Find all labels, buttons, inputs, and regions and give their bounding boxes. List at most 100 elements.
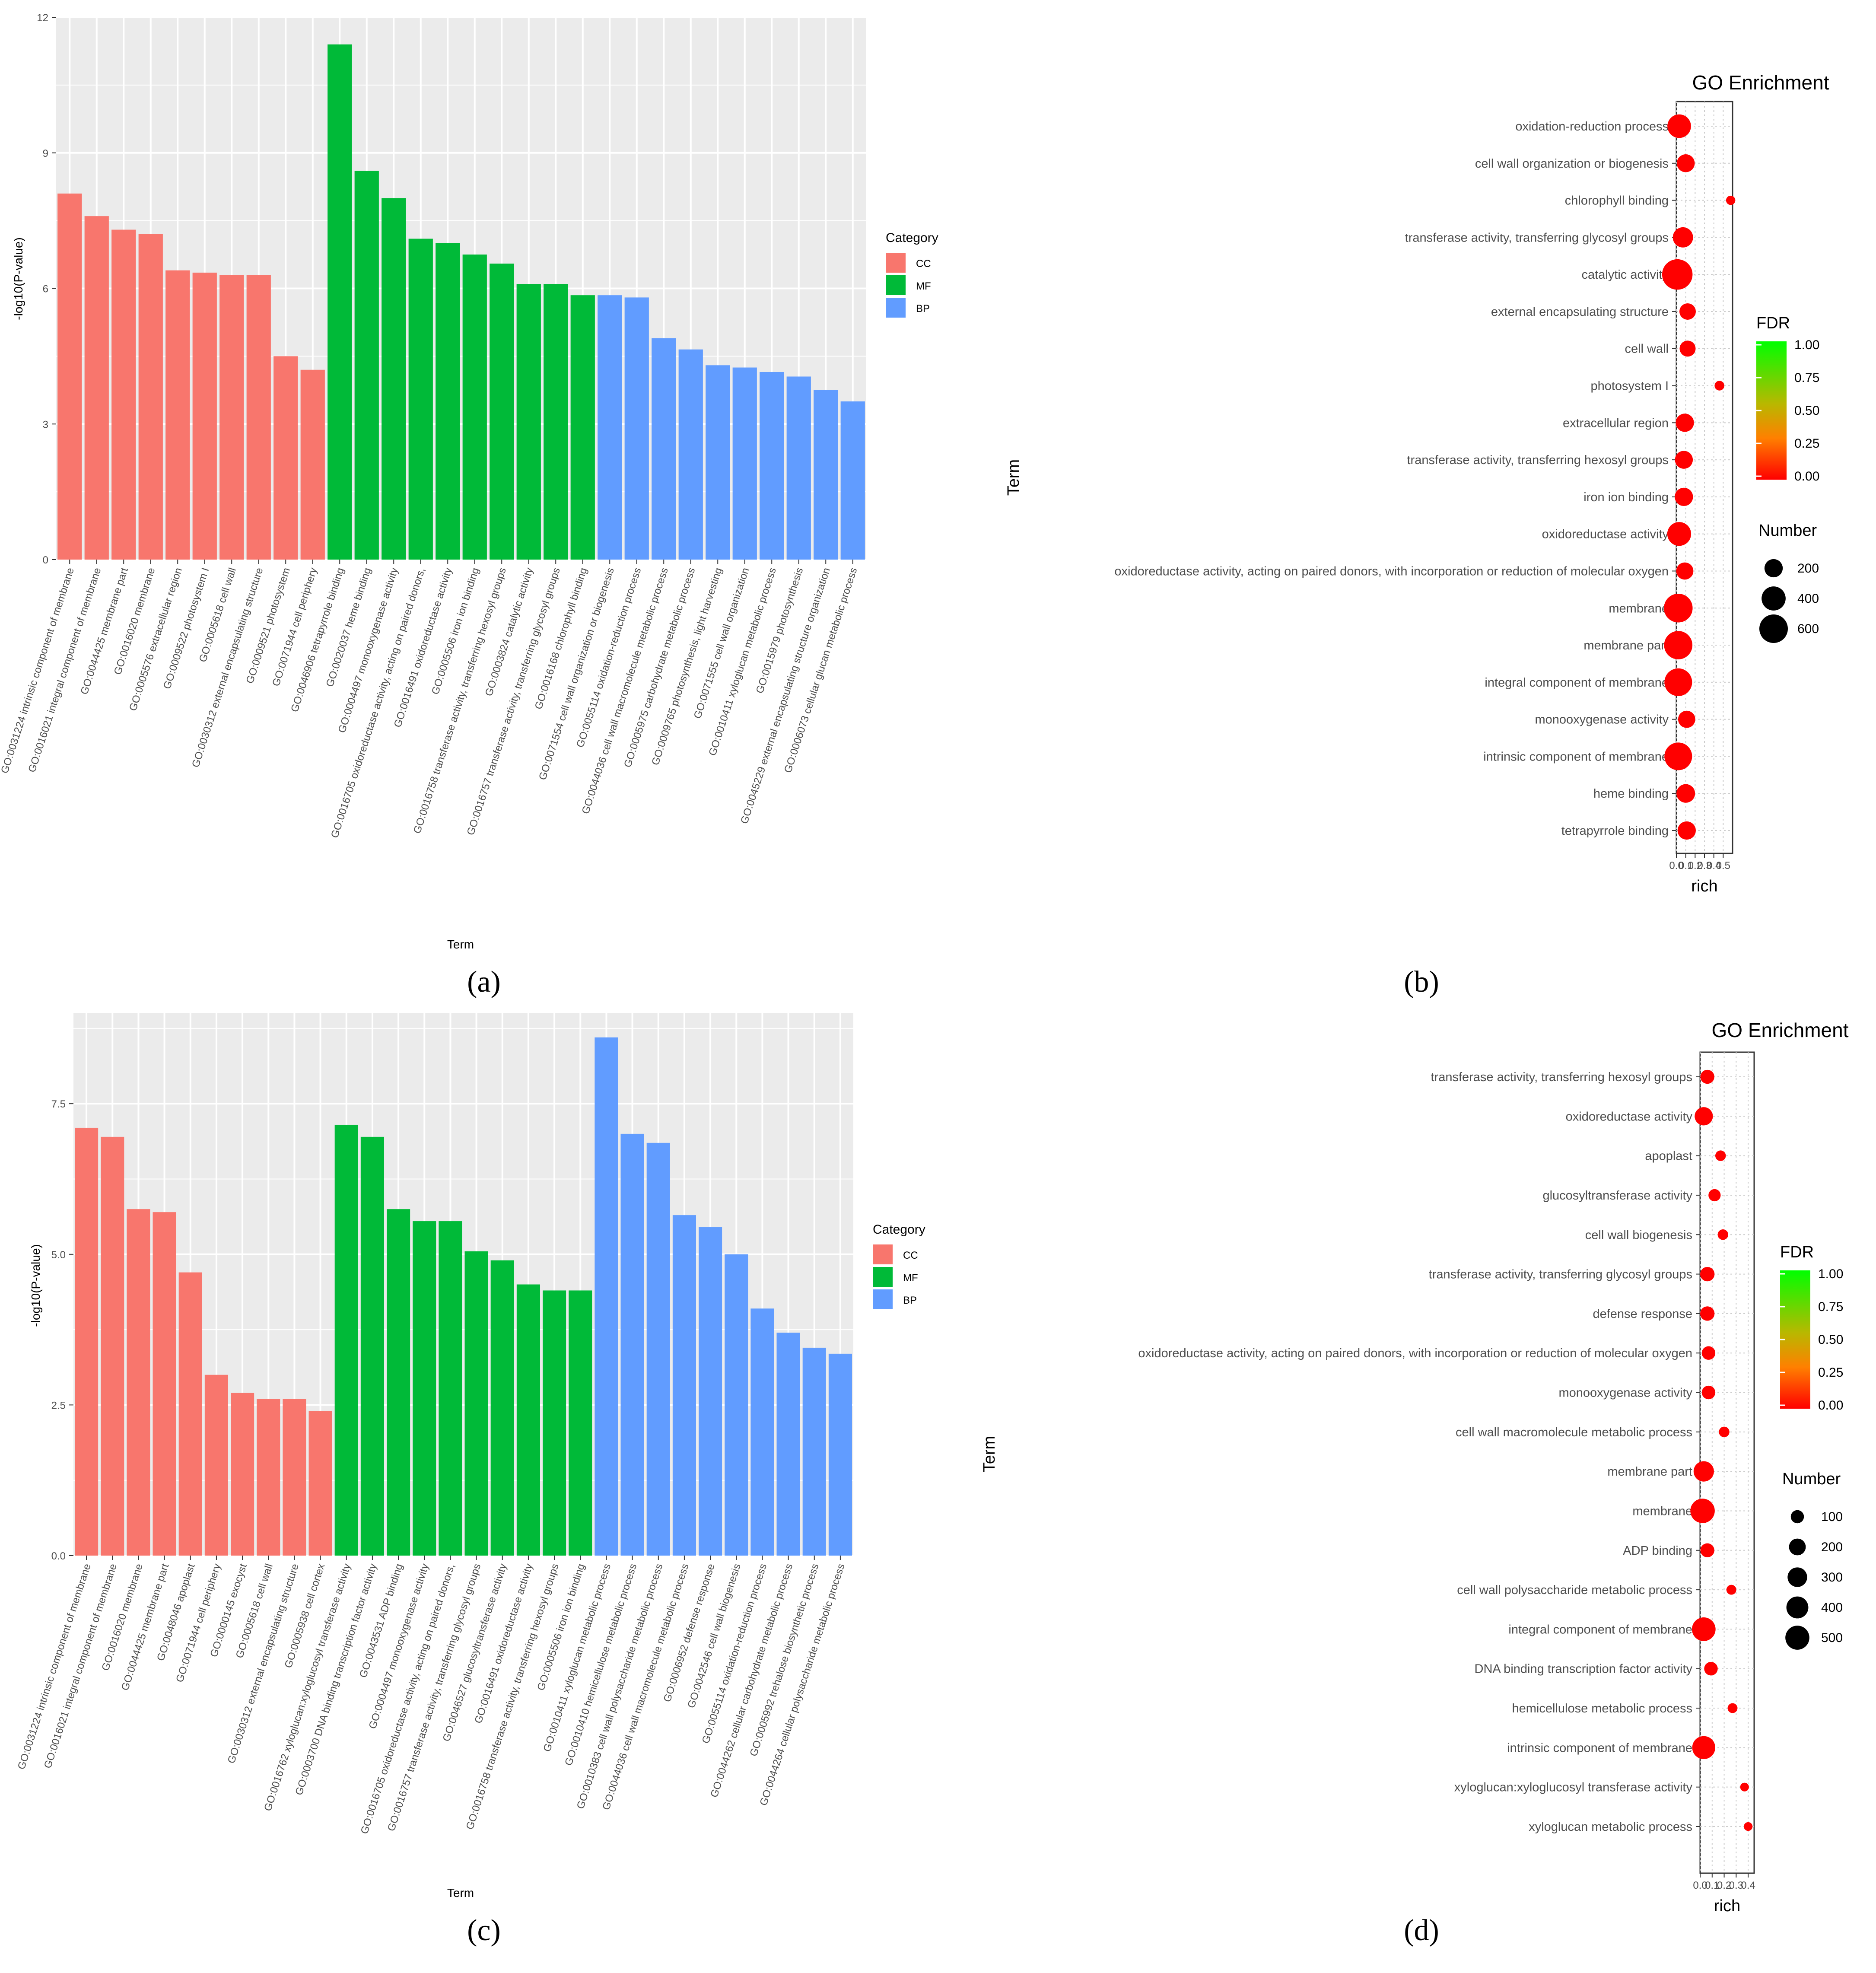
bar-cc: [101, 1136, 124, 1556]
bar-mf: [382, 198, 406, 560]
bar-bp: [706, 365, 730, 560]
term-label: membrane part: [1583, 639, 1669, 652]
term-label: membrane: [1609, 601, 1669, 615]
legend-label: BP: [903, 1295, 917, 1306]
term-label: cell wall macromolecule metabolic proces…: [1456, 1426, 1692, 1439]
fdr-tick-label: 0.25: [1794, 436, 1819, 451]
term-label: catalytic activity: [1582, 268, 1669, 282]
bar-bp: [760, 372, 784, 560]
term-label: integral component of membrane: [1508, 1623, 1692, 1636]
panel-label: (d): [1404, 1914, 1439, 1947]
enrichment-point: [1676, 562, 1694, 580]
enrichment-point: [1701, 1385, 1716, 1400]
bar-mf: [328, 44, 352, 560]
x-axis-title: Term: [447, 1886, 474, 1900]
term-label: integral component of membrane: [1485, 676, 1669, 690]
legend-label: CC: [916, 258, 931, 270]
fdr-tick-label: 0.50: [1818, 1333, 1843, 1347]
y-tick-label: 7.5: [51, 1098, 66, 1110]
enrichment-point: [1715, 1150, 1726, 1161]
size-legend-label: 300: [1821, 1570, 1843, 1585]
y-tick-label: 12: [37, 12, 48, 24]
legend-key-bp: [886, 298, 906, 318]
y-tick-label: 9: [43, 148, 48, 159]
term-label: xyloglucan:xyloglucosyl transferase acti…: [1454, 1781, 1693, 1795]
size-legend-title: Number: [1782, 1470, 1841, 1488]
enrichment-point: [1675, 487, 1693, 506]
legend-label: BP: [916, 303, 930, 315]
bar-bp: [620, 1133, 644, 1556]
enrichment-point: [1727, 1703, 1738, 1713]
bar-bp: [699, 1227, 722, 1556]
enrichment-point: [1692, 1617, 1716, 1641]
x-tick-label: 0.4: [1707, 860, 1721, 872]
bar-cc: [257, 1399, 280, 1556]
term-label: heme binding: [1593, 787, 1669, 801]
bar-bp: [624, 297, 649, 560]
size-legend: Number 100 200 300 400 500: [1782, 1470, 1843, 1650]
y-axis-title: Term: [1005, 459, 1023, 496]
legend-title: Category: [873, 1222, 925, 1237]
bar-mf: [516, 1284, 540, 1556]
enrichment-point: [1740, 1782, 1749, 1792]
size-legend-key: [1759, 614, 1788, 643]
term-label: oxidoreductase activity, acting on paire…: [1114, 564, 1669, 578]
enrichment-point: [1700, 1306, 1715, 1321]
enrichment-point: [1700, 1267, 1715, 1282]
bar-bp: [750, 1308, 774, 1556]
term-label: monooxygenase activity: [1535, 713, 1669, 727]
fdr-legend: FDR 1.00 0.75 0.50 0.25 0.00: [1756, 314, 1819, 484]
plot-panel: [1699, 1051, 1755, 1874]
size-legend-label: 400: [1821, 1601, 1843, 1615]
x-tick-label: 0.2: [1717, 1880, 1731, 1891]
bar-chart-c: 0.02.55.07.5GO:0031224 intrinsic compone…: [16, 1013, 925, 1947]
panel-label: (c): [467, 1914, 501, 1947]
x-tick-label: 0.1: [1679, 860, 1693, 872]
y-axis-title: -log10(P-value): [12, 237, 25, 320]
bar-cc: [219, 275, 244, 560]
bar-mf: [439, 1221, 462, 1556]
size-legend-label: 200: [1797, 561, 1819, 576]
chart-title: GO Enrichment: [1712, 1019, 1849, 1041]
bar-mf: [544, 284, 568, 560]
term-label: chlorophyll binding: [1565, 194, 1669, 208]
enrichment-point: [1700, 1543, 1714, 1557]
enrichment-point: [1664, 668, 1692, 696]
x-tick-label: GO:0044425 membrane part: [119, 1562, 172, 1692]
term-label: hemicellulose metabolic process: [1512, 1702, 1692, 1715]
term-label: oxidoreductase activity, acting on paire…: [1138, 1346, 1692, 1360]
bar-bp: [732, 367, 757, 560]
bar-cc: [273, 356, 298, 560]
legend: Category CC MF BP: [873, 1222, 925, 1309]
x-tick-label: 0.1: [1705, 1880, 1719, 1891]
enrichment-point: [1662, 259, 1693, 290]
size-legend-key: [1787, 1567, 1807, 1587]
bar-bp: [725, 1254, 748, 1556]
y-tick-label: 3: [43, 419, 48, 430]
enrichment-point: [1717, 1229, 1728, 1240]
legend-key-bp: [873, 1289, 893, 1309]
enrichment-point: [1704, 1662, 1718, 1676]
size-legend-title: Number: [1758, 522, 1817, 540]
bar-mf: [408, 239, 433, 560]
bar-bp: [840, 401, 865, 560]
term-label: glucosyltransferase activity: [1542, 1189, 1692, 1203]
x-axis-title: Term: [447, 938, 474, 951]
size-legend-key: [1790, 1510, 1804, 1524]
x-tick-label: GO:0005506 iron ion binding: [535, 1562, 587, 1692]
enrichment-point: [1714, 381, 1724, 391]
enrichment-point: [1700, 1069, 1714, 1084]
x-tick-label: 0.3: [1697, 860, 1711, 872]
enrichment-point: [1726, 195, 1736, 205]
x-tick-label: 0.2: [1688, 860, 1702, 872]
enrichment-point: [1677, 821, 1696, 840]
legend-title: Category: [886, 231, 938, 245]
enrichment-point: [1679, 341, 1696, 357]
size-legend-key: [1785, 1626, 1809, 1650]
enrichment-point: [1744, 1822, 1753, 1831]
bar-mf: [570, 295, 595, 560]
enrichment-point: [1693, 1461, 1714, 1482]
term-label: intrinsic component of membrane: [1483, 750, 1669, 764]
enrichment-point: [1664, 594, 1693, 623]
